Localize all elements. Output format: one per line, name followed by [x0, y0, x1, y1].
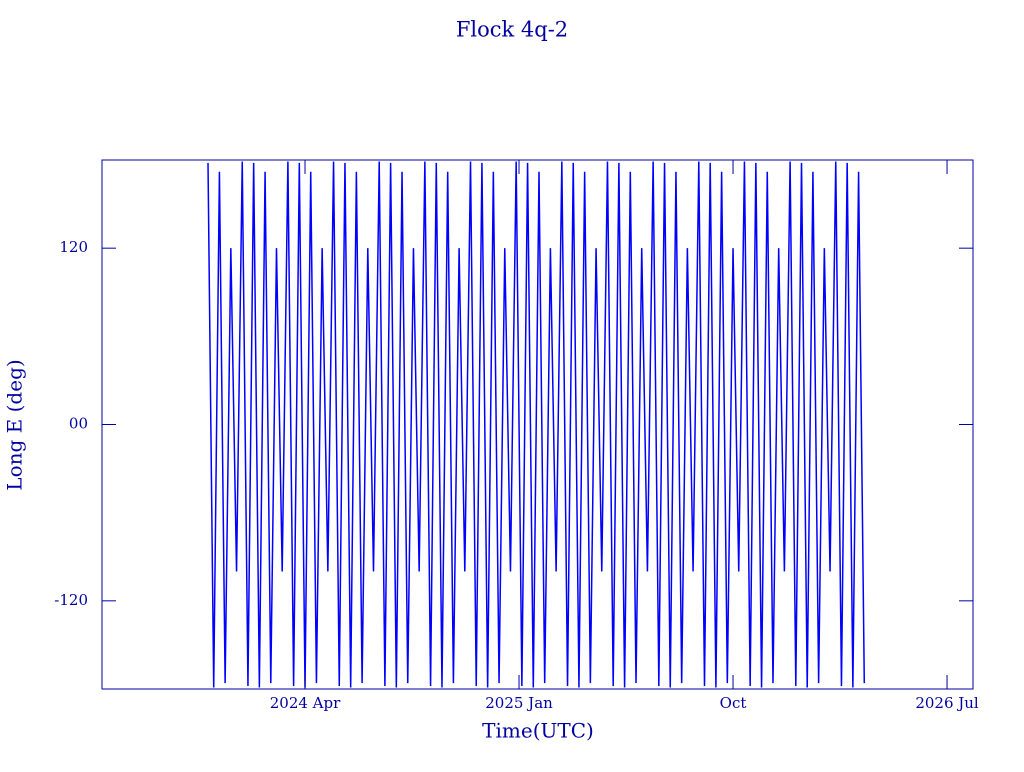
x-tick-label: Oct: [720, 694, 747, 712]
y-tick-label: -120: [54, 591, 88, 609]
chart-title: Flock 4q-2: [456, 18, 568, 42]
x-tick-label: 2025 Jan: [485, 694, 553, 712]
y-tick-label: 00: [69, 415, 88, 433]
x-tick-label: 2026 Jul: [915, 694, 979, 712]
x-axis-label: Time(UTC): [482, 719, 594, 743]
y-tick-label: 120: [59, 238, 88, 256]
y-axis-label: Long E (deg): [3, 359, 27, 490]
x-tick-label: 2024 Apr: [270, 694, 341, 712]
data-line: [207, 161, 866, 688]
plot-frame: [101, 159, 974, 690]
